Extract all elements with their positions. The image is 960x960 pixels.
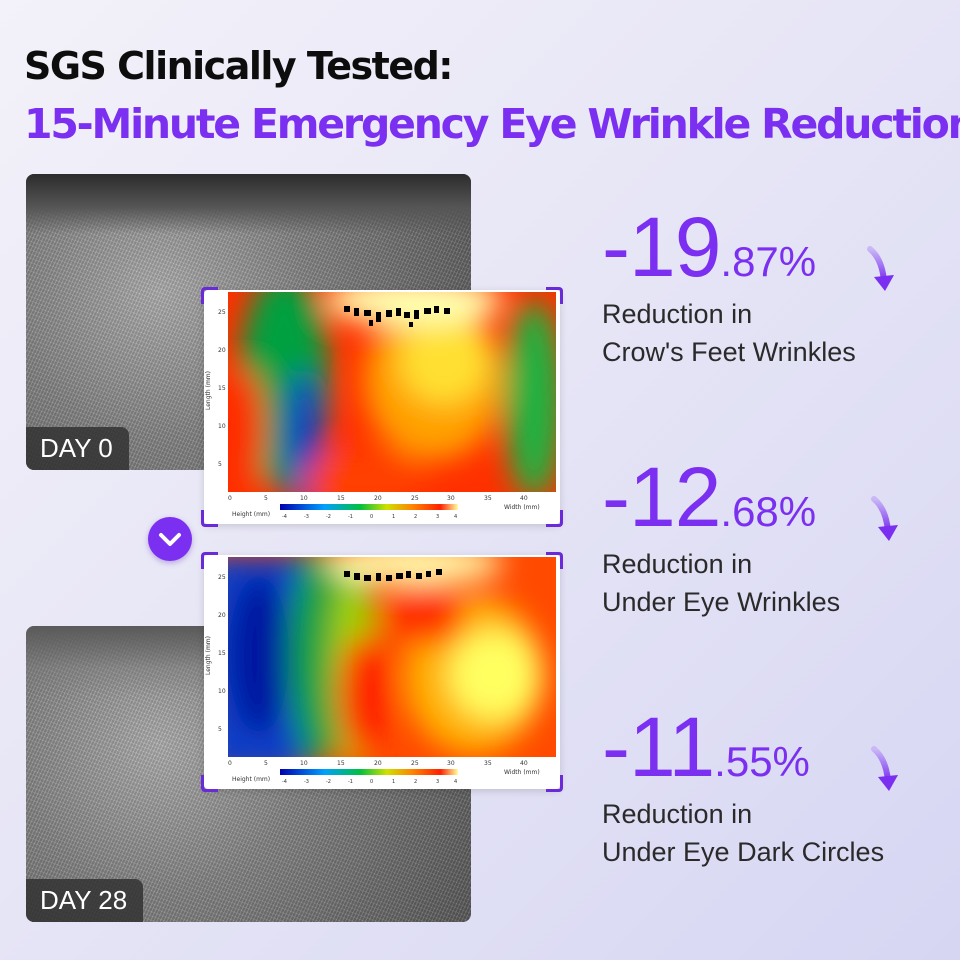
x-axis-label: Width (mm) — [504, 504, 540, 511]
frame-corner — [546, 510, 563, 527]
frame-corner — [201, 287, 218, 304]
y-tick: 20 — [218, 612, 226, 619]
x-axis-label: Width (mm) — [504, 769, 540, 776]
x-tick: 15 — [337, 495, 345, 502]
heatmap-day-0: 25 20 15 10 5 Length (mm) 0 5 10 15 20 2… — [201, 287, 563, 527]
stat-decimal: .68% — [720, 488, 817, 535]
heading-line-1: SGS Clinically Tested: — [24, 44, 454, 88]
day-28-label: DAY 28 — [26, 879, 144, 922]
frame-corner — [546, 287, 563, 304]
colorbar-tick: -3 — [304, 514, 309, 520]
x-tick: 25 — [411, 760, 419, 767]
colorbar — [280, 504, 458, 510]
stat-under-eye-wrinkles: -12.68% Reduction in Under Eye Wrinkles — [602, 455, 898, 621]
stat-caption-line-2: Crow's Feet Wrinkles — [602, 337, 856, 367]
colorbar-tick: 4 — [454, 779, 457, 785]
x-tick: 10 — [300, 495, 308, 502]
x-tick: 30 — [447, 760, 455, 767]
stat-caption-line-1: Reduction in — [602, 799, 753, 829]
y-tick: 10 — [218, 688, 226, 695]
y-tick: 15 — [218, 385, 226, 392]
heatmap-day-28: 25 20 15 10 5 Length (mm) 0 5 10 15 20 2… — [201, 552, 563, 792]
colorbar-tick: -2 — [326, 779, 331, 785]
x-tick: 5 — [264, 495, 268, 502]
x-tick: 0 — [228, 760, 232, 767]
colorbar-tick: -4 — [282, 779, 287, 785]
colorbar-tick: 2 — [414, 779, 417, 785]
stat-decimal: .55% — [714, 738, 810, 785]
x-tick: 25 — [411, 495, 419, 502]
colorbar-label: Height (mm) — [232, 776, 270, 783]
stat-whole: -11 — [602, 700, 715, 794]
x-tick: 40 — [520, 495, 528, 502]
stat-caption-line-1: Reduction in — [602, 549, 753, 579]
x-tick: 5 — [264, 760, 268, 767]
heatmap-day-0-graphic: 25 20 15 10 5 Length (mm) 0 5 10 15 20 2… — [205, 292, 556, 520]
x-tick: 15 — [337, 760, 345, 767]
x-tick: 0 — [228, 495, 232, 502]
colorbar-tick: 3 — [436, 779, 439, 785]
x-tick: 20 — [374, 495, 382, 502]
frame-corner — [201, 552, 218, 569]
frame-corner — [546, 552, 563, 569]
frame-corner — [546, 775, 563, 792]
colorbar-tick: -1 — [348, 514, 353, 520]
colorbar — [280, 769, 458, 775]
arrow-down-icon — [871, 746, 898, 791]
chevron-down-icon — [148, 517, 192, 561]
stat-caption: Reduction in Under Eye Dark Circles — [602, 795, 884, 871]
y-tick: 25 — [218, 574, 226, 581]
arrow-down-icon — [867, 246, 894, 291]
x-tick: 20 — [374, 760, 382, 767]
colorbar-tick: 3 — [436, 514, 439, 520]
y-axis-label: Length (mm) — [205, 636, 212, 675]
colorbar-tick: -1 — [348, 779, 353, 785]
colorbar-tick: 0 — [370, 779, 373, 785]
stat-value: -19.87% — [602, 205, 894, 295]
stat-crows-feet: -19.87% Reduction in Crow's Feet Wrinkle… — [602, 205, 894, 371]
y-tick: 20 — [218, 347, 226, 354]
x-tick: 35 — [484, 495, 492, 502]
heatmap-day-28-graphic: 25 20 15 10 5 Length (mm) 0 5 10 15 20 2… — [205, 557, 556, 785]
y-tick: 25 — [218, 309, 226, 316]
stat-whole: -19 — [602, 200, 721, 294]
colorbar-tick: -2 — [326, 514, 331, 520]
stat-caption-line-1: Reduction in — [602, 299, 753, 329]
stat-decimal: .87% — [720, 238, 817, 285]
frame-corner — [201, 775, 218, 792]
x-tick: 10 — [300, 760, 308, 767]
frame-corner — [201, 510, 218, 527]
colorbar-tick: 1 — [392, 514, 395, 520]
colorbar-label: Height (mm) — [232, 511, 270, 518]
stat-whole: -12 — [602, 450, 721, 544]
y-tick: 5 — [218, 461, 222, 468]
stat-caption-line-2: Under Eye Dark Circles — [602, 837, 885, 867]
colorbar-tick: 1 — [392, 779, 395, 785]
stat-value: -12.68% — [602, 455, 898, 545]
colorbar-tick: 0 — [370, 514, 373, 520]
y-tick: 5 — [218, 726, 222, 733]
stat-caption: Reduction in Crow's Feet Wrinkles — [602, 295, 856, 371]
colorbar-tick: 2 — [414, 514, 417, 520]
colorbar-tick: -3 — [304, 779, 309, 785]
x-tick: 35 — [484, 760, 492, 767]
colorbar-tick: -4 — [282, 514, 287, 520]
arrow-down-icon — [871, 496, 898, 541]
y-tick: 10 — [218, 423, 226, 430]
x-tick: 30 — [447, 495, 455, 502]
colorbar-tick: 4 — [454, 514, 457, 520]
stat-dark-circles: -11.55% Reduction in Under Eye Dark Circ… — [602, 705, 898, 871]
day-0-label: DAY 0 — [26, 427, 129, 470]
x-tick: 40 — [520, 760, 528, 767]
stat-caption-line-2: Under Eye Wrinkles — [602, 587, 841, 617]
stat-value: -11.55% — [602, 705, 898, 795]
y-tick: 15 — [218, 650, 226, 657]
heading-line-2: 15-Minute Emergency Eye Wrinkle Reductio… — [24, 100, 960, 148]
stat-caption: Reduction in Under Eye Wrinkles — [602, 545, 840, 621]
y-axis-label: Length (mm) — [205, 371, 212, 410]
